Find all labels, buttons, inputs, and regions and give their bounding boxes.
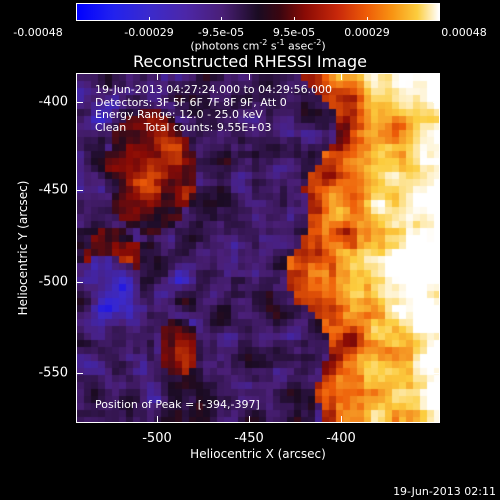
colorbar-label: 0.00048 bbox=[441, 26, 487, 39]
y-tick bbox=[76, 102, 83, 103]
colorbar-tick bbox=[221, 17, 222, 21]
colorbar-label: -0.00048 bbox=[13, 26, 63, 39]
y-tick-label: -400 bbox=[38, 94, 68, 110]
y-tick bbox=[76, 190, 83, 191]
colorbar-tick bbox=[294, 17, 295, 21]
peak-position: Position of Peak = [-394,-397] bbox=[95, 398, 260, 411]
y-tick bbox=[433, 373, 440, 374]
y-tick-label: -550 bbox=[38, 365, 68, 381]
colorbar-tick bbox=[439, 17, 440, 21]
y-tick bbox=[433, 282, 440, 283]
x-tick-label: -450 bbox=[234, 431, 264, 446]
info-block: 19-Jun-2013 04:27:24.000 to 04:29:56.000… bbox=[95, 83, 333, 134]
colorbar-label: -0.00029 bbox=[124, 26, 174, 39]
x-tick bbox=[157, 73, 158, 80]
x-tick bbox=[341, 73, 342, 80]
x-tick bbox=[157, 416, 158, 423]
colorbar-label: 9.5e-05 bbox=[272, 26, 316, 39]
info-detectors: Detectors: 3F 5F 6F 7F 8F 9F, Att 0 bbox=[95, 95, 287, 109]
plot-timestamp: 19-Jun-2013 02:11 bbox=[393, 485, 496, 498]
y-tick bbox=[76, 282, 83, 283]
y-tick bbox=[433, 102, 440, 103]
plot-area: 19-Jun-2013 04:27:24.000 to 04:29:56.000… bbox=[76, 73, 440, 423]
x-tick bbox=[249, 416, 250, 423]
colorbar-tick bbox=[76, 17, 77, 21]
x-tick bbox=[249, 73, 250, 80]
x-tick-label: -400 bbox=[326, 431, 356, 446]
colorbar-label: 0.00029 bbox=[344, 26, 390, 39]
x-tick bbox=[341, 416, 342, 423]
heatmap-image bbox=[77, 74, 439, 422]
x-axis-label: Heliocentric X (arcsec) bbox=[190, 447, 326, 461]
x-tick-label: -500 bbox=[142, 431, 172, 446]
chart-title: Reconstructed RHESSI Image bbox=[133, 52, 367, 71]
colorbar-label: -9.5e-05 bbox=[197, 26, 245, 39]
info-clean-counts: Clean Total counts: 9.55E+03 bbox=[95, 120, 272, 134]
y-tick-label: -450 bbox=[38, 182, 68, 198]
colorbar-tick bbox=[149, 17, 150, 21]
y-tick bbox=[76, 373, 83, 374]
info-time-range: 19-Jun-2013 04:27:24.000 to 04:29:56.000 bbox=[95, 83, 333, 96]
colorbar-units: (photons cm-2 s-1 asec-2) bbox=[190, 38, 326, 53]
y-tick bbox=[433, 190, 440, 191]
y-tick-label: -500 bbox=[38, 274, 68, 290]
y-axis-label: Heliocentric Y (arcsec) bbox=[16, 180, 30, 316]
info-energy-range: Energy Range: 12.0 - 25.0 keV bbox=[95, 108, 263, 121]
colorbar-tick bbox=[367, 17, 368, 21]
colorbar bbox=[76, 3, 440, 21]
